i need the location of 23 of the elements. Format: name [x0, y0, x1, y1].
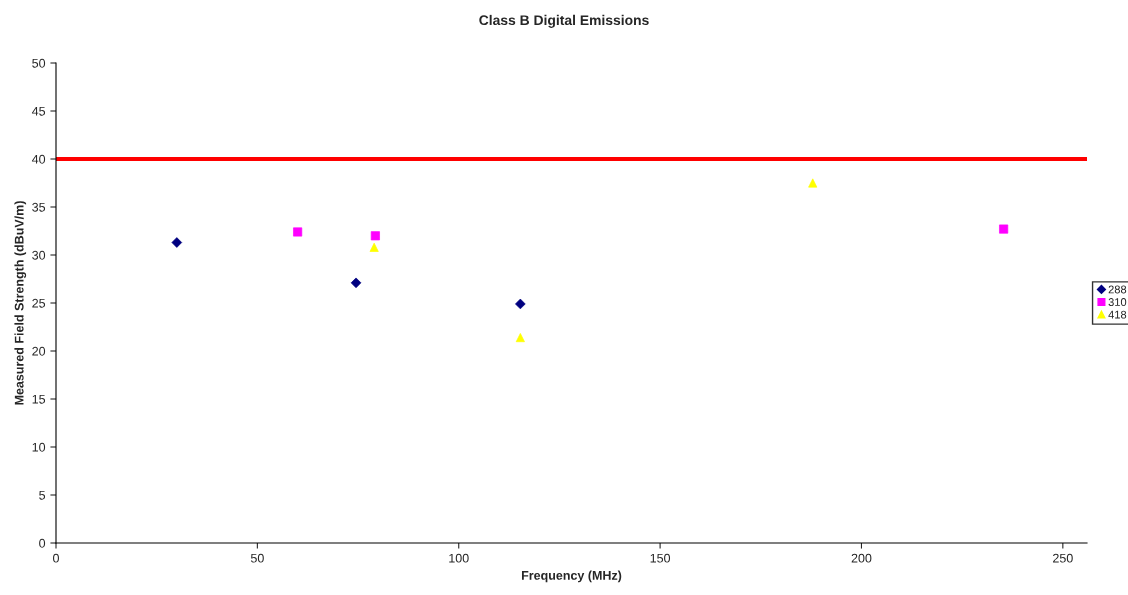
x-tick-label: 150 — [650, 553, 671, 563]
y-tick-label: 30 — [32, 250, 46, 260]
x-axis-title: Frequency (MHz) — [521, 570, 622, 583]
y-tick-label: 0 — [39, 538, 46, 548]
y-tick-label: 45 — [31, 106, 46, 116]
y-tick-label: 40 — [31, 154, 46, 164]
y-tick-label: 50 — [32, 58, 46, 68]
y-tick-label: 35 — [32, 202, 46, 212]
y-tick-label: 20 — [32, 346, 46, 356]
y-tick-label: 25 — [32, 298, 46, 308]
x-tick-label: 0 — [53, 553, 59, 563]
x-tick-label: 50 — [250, 553, 264, 563]
y-axis-title: Measured Field Strength (dBuV/m) — [14, 201, 27, 405]
legend-label: 310 — [1108, 298, 1127, 306]
y-tick-label: 5 — [39, 490, 46, 500]
chart-title: Class B Digital Emissions — [479, 14, 649, 28]
legend-label: 418 — [1108, 310, 1127, 319]
x-tick-label: 250 — [1053, 553, 1073, 563]
legend-label: 288 — [1108, 285, 1127, 294]
x-tick-label: 100 — [449, 553, 469, 563]
x-tick-label: 200 — [851, 553, 872, 563]
y-tick-label: 10 — [32, 442, 46, 452]
y-tick-label: 15 — [32, 394, 46, 404]
